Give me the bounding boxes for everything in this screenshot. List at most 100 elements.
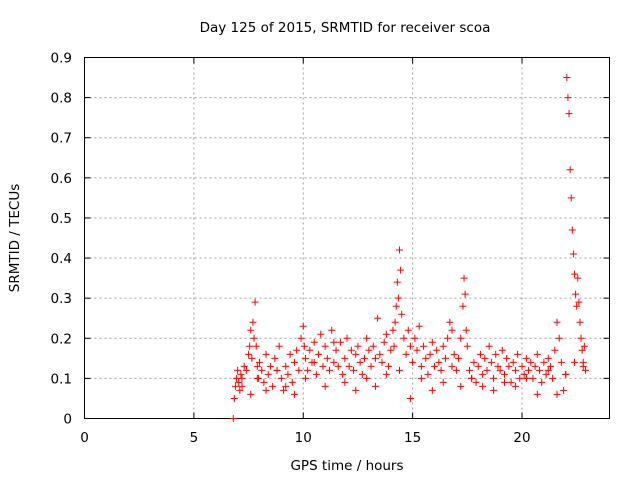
- data-point: [402, 350, 410, 358]
- y-tick-label: 0.5: [51, 211, 72, 227]
- data-point: [562, 370, 570, 378]
- data-point: [503, 354, 511, 362]
- data-point: [256, 358, 263, 366]
- data-point: [356, 358, 364, 366]
- x-tick-label: 0: [80, 430, 89, 446]
- data-point: [481, 354, 489, 362]
- data-point: [431, 362, 438, 370]
- data-point: [245, 350, 253, 358]
- data-point: [392, 302, 400, 310]
- data-point: [288, 378, 296, 386]
- data-point: [312, 370, 320, 378]
- data-point: [282, 362, 290, 370]
- data-point: [291, 358, 298, 366]
- data-point: [435, 358, 443, 366]
- data-point: [310, 338, 318, 346]
- data-point: [459, 302, 467, 310]
- data-point: [538, 378, 546, 386]
- data-point: [567, 194, 575, 202]
- data-point: [466, 366, 473, 374]
- data-point: [522, 354, 530, 362]
- data-point: [253, 374, 261, 382]
- data-point: [540, 358, 548, 366]
- data-point: [301, 374, 309, 382]
- data-point: [520, 370, 528, 378]
- data-point: [406, 394, 414, 402]
- y-tick-label: 0: [63, 412, 72, 428]
- data-point: [501, 370, 508, 378]
- data-point: [389, 326, 397, 334]
- data-point: [490, 386, 498, 394]
- data-point: [463, 342, 471, 350]
- data-point: [549, 374, 557, 382]
- data-point: [248, 354, 256, 362]
- data-point: [396, 246, 403, 254]
- data-point: [269, 382, 277, 390]
- data-point: [284, 370, 292, 378]
- data-point: [450, 350, 458, 358]
- data-point: [260, 378, 268, 386]
- data-point: [551, 346, 559, 354]
- data-point: [455, 354, 463, 362]
- data-point: [352, 386, 360, 394]
- data-point: [385, 362, 393, 370]
- data-point: [240, 362, 248, 370]
- data-point: [409, 358, 417, 366]
- data-point: [334, 362, 342, 370]
- data-point: [382, 370, 390, 378]
- x-tick-labels: 0 5 10 15 20: [80, 430, 530, 446]
- data-point: [326, 366, 333, 374]
- data-point: [230, 394, 238, 402]
- data-point: [250, 334, 258, 342]
- data-point: [369, 342, 377, 350]
- data-point: [247, 326, 255, 334]
- data-point: [542, 370, 550, 378]
- data-point: [301, 354, 309, 362]
- data-point: [518, 362, 526, 370]
- data-point: [293, 346, 301, 354]
- data-point: [571, 358, 578, 366]
- data-point: [483, 366, 491, 374]
- data-point: [578, 346, 586, 354]
- data-point: [390, 342, 398, 350]
- data-point: [479, 370, 487, 378]
- data-points: [229, 74, 589, 422]
- y-tick-label: 0.2: [51, 331, 72, 347]
- data-point: [339, 370, 347, 378]
- data-point: [533, 350, 541, 358]
- data-point: [323, 354, 331, 362]
- data-point: [234, 366, 242, 374]
- y-tick-label: 0.3: [51, 291, 72, 307]
- data-point: [252, 342, 260, 350]
- data-point: [428, 386, 436, 394]
- data-point: [391, 318, 399, 326]
- data-point: [529, 374, 537, 382]
- data-point: [330, 338, 338, 346]
- data-point: [363, 374, 371, 382]
- data-point: [358, 370, 366, 378]
- data-point: [246, 342, 254, 350]
- data-point: [516, 374, 524, 382]
- data-point: [251, 298, 259, 306]
- data-point: [411, 334, 419, 342]
- data-point: [396, 366, 403, 374]
- data-point: [341, 354, 349, 362]
- data-point: [448, 362, 456, 370]
- data-point: [258, 366, 266, 374]
- data-point: [393, 278, 401, 286]
- data-point: [424, 370, 432, 378]
- data-point: [235, 378, 243, 386]
- y-tick-label: 0.1: [51, 371, 72, 387]
- y-tick-label: 0.6: [51, 171, 72, 187]
- data-point: [574, 274, 582, 282]
- data-point: [479, 382, 487, 390]
- data-point: [328, 326, 336, 334]
- data-point: [238, 374, 246, 382]
- data-point: [330, 358, 338, 366]
- data-point: [387, 346, 395, 354]
- data-point: [568, 226, 576, 234]
- data-point: [354, 342, 362, 350]
- plot-frame: [84, 57, 610, 419]
- data-point: [476, 350, 484, 358]
- data-point: [273, 366, 281, 374]
